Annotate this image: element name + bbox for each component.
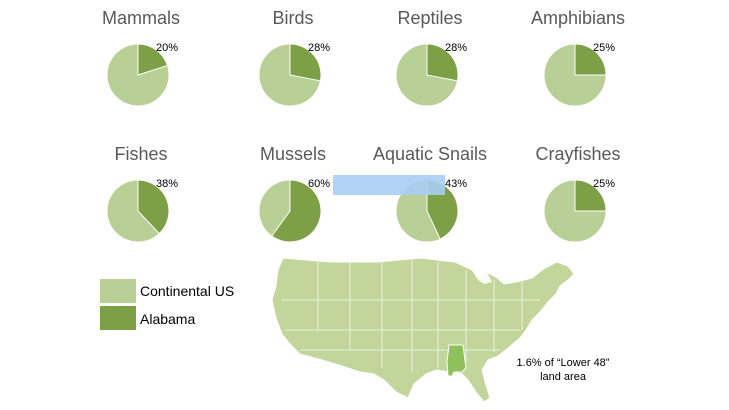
selection-highlight <box>333 175 445 195</box>
pie-label-amphibians: 25% <box>593 42 615 54</box>
pie-label-birds: 28% <box>308 42 330 54</box>
alabama-state-shape <box>446 344 467 377</box>
pie-slice-alabama-amphibians <box>574 43 607 76</box>
pie-title-birds: Birds <box>272 8 313 28</box>
pie-label-crayfishes: 25% <box>593 178 615 190</box>
legend-swatch-alabama <box>100 306 136 330</box>
pie-slice-alabama-birds <box>289 43 322 82</box>
pie-title-reptiles: Reptiles <box>397 8 462 28</box>
pie-slice-alabama-crayfishes <box>574 179 607 212</box>
pie-title-amphibians: Amphibians <box>531 8 625 28</box>
land-area-note-line1: 1.6% of “Lower 48” <box>516 357 610 369</box>
pie-title-aquatic-snails: Aquatic Snails <box>373 144 487 164</box>
pie-label-mussels: 60% <box>308 178 330 190</box>
legend-label-continental-us: Continental US <box>140 283 235 299</box>
pie-title-fishes: Fishes <box>114 144 167 164</box>
land-area-note: 1.6% of “Lower 48” land area <box>498 356 628 384</box>
pie-label-reptiles: 28% <box>445 42 467 54</box>
pie-label-fishes: 38% <box>156 178 178 190</box>
land-area-note-line2: land area <box>540 371 586 383</box>
pie-title-crayfishes: Crayfishes <box>535 144 620 164</box>
legend-swatch-continental-us <box>100 279 136 303</box>
pie-slice-alabama-mammals <box>137 43 169 76</box>
pie-title-mammals: Mammals <box>102 8 180 28</box>
great-lakes-notch <box>472 268 492 284</box>
legend-label-alabama: Alabama <box>140 311 196 327</box>
pie-slice-alabama-mussels <box>271 179 322 243</box>
pie-title-mussels: Mussels <box>260 144 326 164</box>
pie-label-aquatic-snails: 43% <box>445 178 467 190</box>
pie-label-mammals: 20% <box>156 42 178 54</box>
state-borders <box>282 260 540 372</box>
pie-slice-alabama-reptiles <box>426 43 459 82</box>
pie-slice-alabama-fishes <box>137 179 170 235</box>
